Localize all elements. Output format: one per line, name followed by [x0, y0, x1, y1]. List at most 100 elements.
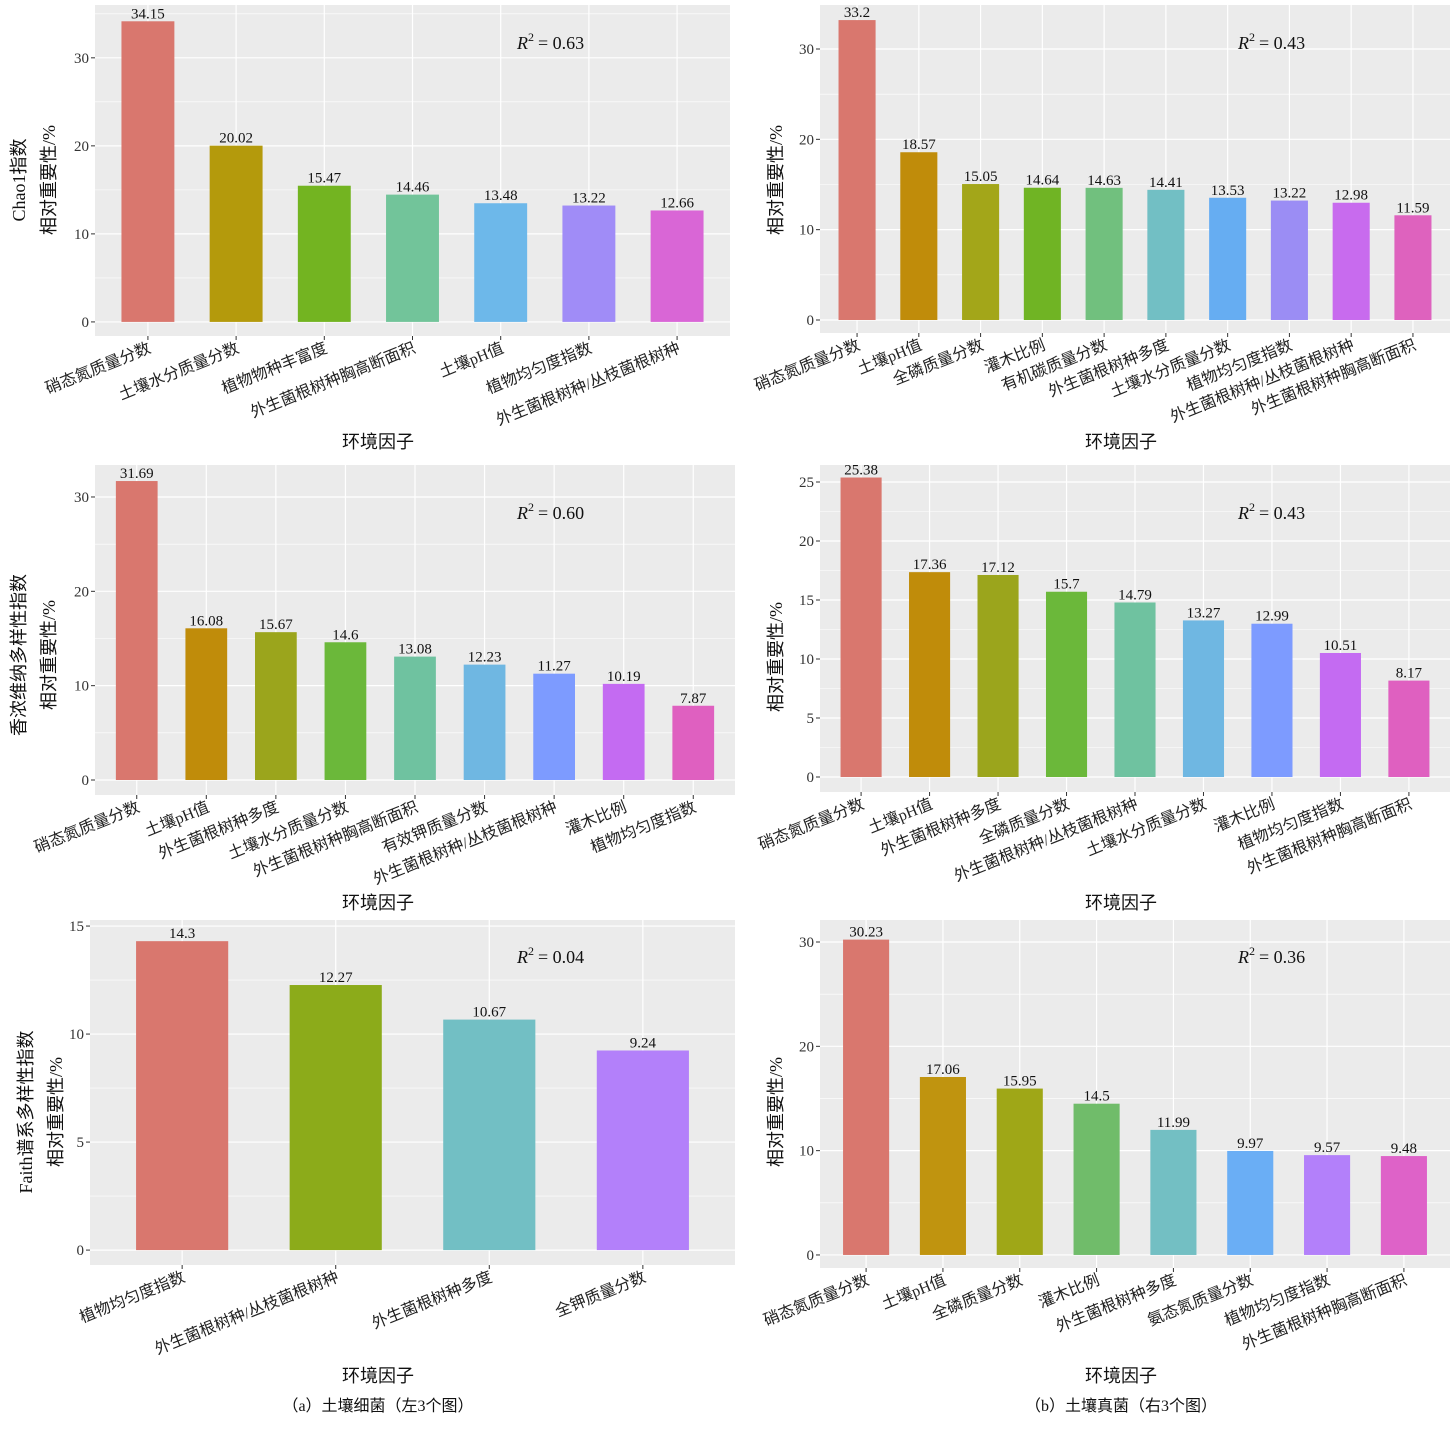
- y-axis-title: Faith谱系多样性指数: [16, 1030, 36, 1193]
- bar-value-label: 14.3: [169, 926, 195, 942]
- bar: [1182, 620, 1225, 778]
- y-tick-label: 10: [799, 652, 814, 668]
- bar-value-label: 16.08: [189, 613, 223, 629]
- bar: [386, 194, 439, 322]
- bar: [650, 210, 704, 322]
- chart-panel: 14.312.2710.679.24051015植物均匀度指数外生菌根树种/丛枝…: [16, 919, 735, 1386]
- y-tick-label: 30: [74, 490, 89, 506]
- bar-value-label: 12.99: [1255, 609, 1289, 625]
- r-squared-superscript: 2: [528, 944, 534, 958]
- bar-value-label: 15.67: [259, 617, 293, 633]
- bar-value-label: 8.17: [1396, 666, 1423, 682]
- bar-value-label: 7.87: [680, 691, 707, 707]
- bar-value-label: 9.57: [1314, 1140, 1341, 1156]
- y-axis-title: 相对重要性/%: [39, 125, 59, 235]
- bar-value-label: 13.22: [572, 191, 606, 207]
- y-tick-label: 10: [74, 227, 89, 243]
- y-axis-title: 相对重要性/%: [766, 125, 786, 235]
- y-tick-label: 20: [799, 1039, 814, 1055]
- x-tick-label: 硝态氮质量分数: [32, 798, 143, 857]
- x-tick-label: 土壤pH值: [436, 338, 506, 381]
- bar-value-label: 13.08: [398, 642, 432, 658]
- bar-value-label: 12.98: [1334, 188, 1368, 204]
- r-squared-value: = 0.63: [538, 33, 584, 53]
- x-axis-title: 环境因子: [342, 432, 414, 452]
- y-axis-title: 相对重要性/%: [46, 1057, 66, 1167]
- r-squared-annotation: R2 = 0.04: [516, 944, 584, 967]
- y-tick-label: 0: [807, 1248, 815, 1264]
- bar-value-label: 13.22: [1273, 186, 1307, 202]
- bar: [840, 477, 882, 778]
- bar-value-label: 11.27: [538, 659, 572, 675]
- bar: [1304, 1155, 1351, 1255]
- bar: [1388, 680, 1430, 778]
- y-tick-label: 20: [74, 584, 89, 600]
- bar: [1023, 187, 1061, 320]
- bar-value-label: 17.36: [913, 557, 947, 573]
- bar: [909, 572, 951, 778]
- bar: [1227, 1150, 1274, 1255]
- bar: [463, 664, 506, 780]
- x-tick-label: 外生菌根树种多度: [369, 1268, 494, 1333]
- y-tick-label: 20: [799, 534, 814, 550]
- y-tick-label: 15: [799, 593, 814, 609]
- bar-value-label: 33.2: [844, 5, 870, 21]
- r-squared-symbol: R: [516, 503, 528, 523]
- caption-bacteria: （a）土壤细菌（左3个图）: [282, 1396, 473, 1415]
- bar: [136, 941, 229, 1251]
- y-tick-label: 0: [807, 770, 815, 786]
- r-squared-symbol: R: [1237, 947, 1249, 967]
- r-squared-value: = 0.36: [1259, 947, 1305, 967]
- r-squared-value: = 0.43: [1259, 503, 1305, 523]
- y-tick-label: 30: [799, 935, 814, 951]
- r-squared-symbol: R: [516, 33, 528, 53]
- bar: [533, 673, 575, 780]
- bar-value-label: 10.67: [472, 1005, 506, 1021]
- x-axis-title: 环境因子: [342, 893, 414, 913]
- y-tick-label: 10: [799, 223, 814, 239]
- bar: [843, 939, 890, 1255]
- y-tick-label: 10: [74, 679, 89, 695]
- r-squared-symbol: R: [1237, 33, 1249, 53]
- x-tick-label: 外生菌根树种胸高断面积: [248, 339, 418, 422]
- r-squared-value: = 0.43: [1259, 33, 1305, 53]
- y-axis-title: Chao1指数: [9, 139, 29, 222]
- r-squared-annotation: R2 = 0.60: [516, 500, 584, 523]
- bar: [672, 705, 715, 780]
- r-squared-value: = 0.04: [538, 947, 584, 967]
- bar-value-label: 10.51: [1324, 638, 1358, 654]
- bar: [977, 574, 1019, 778]
- bar-value-label: 14.64: [1025, 173, 1059, 189]
- bar: [962, 184, 1000, 320]
- bar-value-label: 9.97: [1237, 1136, 1264, 1152]
- bar: [838, 20, 876, 320]
- chart-panel: 25.38 17.36 17.12 15.7 14.79 13.27 12.99 10.51 8…: [756, 463, 1450, 913]
- y-tick-label: 0: [807, 313, 815, 329]
- bar: [596, 1050, 689, 1251]
- chart-panel: 30.23 17.06 15.95 14.5 11.99 9.97 9.57 9.48 0 10 2…: [761, 920, 1450, 1386]
- bar-value-label: 34.15: [131, 6, 165, 22]
- bar: [996, 1088, 1043, 1255]
- bar: [1394, 215, 1432, 320]
- x-tick-label: 植物均匀度指数: [77, 1268, 188, 1327]
- x-tick-label: 外生菌根树种多度: [156, 798, 281, 863]
- bar: [324, 642, 367, 780]
- chart-panel: 33.2 18.57 15.05 14.64 14.63 14.41 13.53 13.22 1…: [752, 5, 1450, 452]
- bar-value-label: 20.02: [219, 131, 253, 147]
- r-squared-superscript: 2: [1249, 500, 1255, 514]
- y-axis-title: 相对重要性/%: [766, 1057, 786, 1167]
- y-tick-label: 20: [74, 139, 89, 155]
- x-axis-title: 环境因子: [1085, 432, 1157, 452]
- bar-value-label: 10.19: [607, 669, 641, 685]
- bar: [1319, 652, 1361, 778]
- x-tick-label: 全钾质量分数: [553, 1268, 649, 1321]
- y-tick-label: 0: [77, 1243, 85, 1259]
- bar: [121, 21, 175, 322]
- y-tick-label: 10: [69, 1027, 84, 1043]
- x-tick-label: 硝态氮质量分数: [761, 1271, 872, 1330]
- bar: [394, 656, 436, 780]
- x-axis-title: 环境因子: [1085, 1366, 1157, 1386]
- chart-panel: 31.69 16.08 15.67 14.6 13.08 12.23 11.27 10.19 7…: [9, 465, 735, 913]
